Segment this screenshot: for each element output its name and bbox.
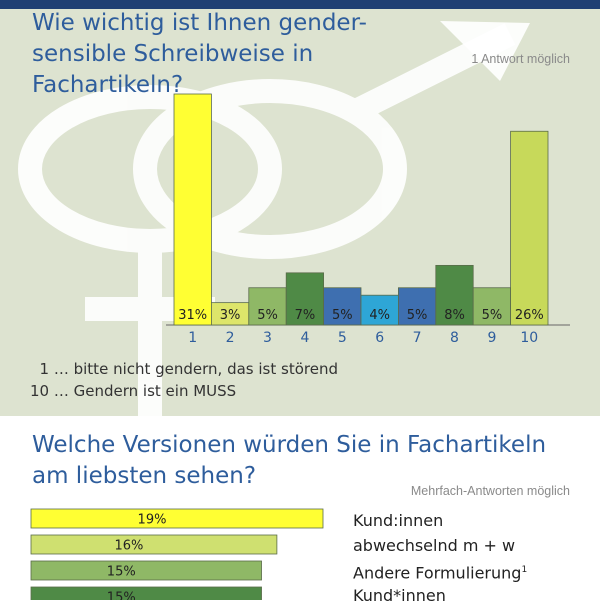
category-label-kund-innen-colon: Kund:innen [353, 511, 444, 530]
male-symbol-arrowhead [440, 21, 530, 81]
chart2-svg: 19% 16% 15% 15% [30, 508, 324, 601]
bar-value-label: 5% [332, 308, 353, 323]
hbar-4 [30, 586, 262, 600]
x-tick-label: 2 [226, 330, 235, 346]
x-tick-label: 6 [375, 330, 384, 346]
hbar-value-label: 19% [138, 513, 167, 528]
bar-value-label: 5% [482, 308, 503, 323]
bar-3 [248, 287, 287, 326]
bar-8 [435, 264, 474, 326]
bar-value-label: 5% [407, 308, 428, 323]
x-tick-label: 10 [520, 330, 538, 346]
bar-value-label: 3% [220, 308, 241, 323]
hbar-value-label: 15% [107, 565, 136, 580]
hbar-value-label: 15% [107, 591, 136, 601]
chart1-title: Wie wichtig ist Ihnen gender-sensible Sc… [32, 10, 367, 99]
x-tick-label: 3 [263, 330, 272, 346]
x-tick-label: 4 [300, 330, 309, 346]
chart2-title: Welche Versionen würden Sie in Fachartik… [32, 432, 547, 490]
x-tick-label: 9 [487, 330, 496, 346]
bar-10 [510, 130, 549, 326]
chart2-note: Mehrfach-Antworten möglich [410, 484, 570, 498]
chart1-scale-legend: 1 … bitte nicht gendern, das ist störend… [30, 358, 338, 402]
bar-value-label: 4% [369, 308, 390, 323]
footnote-marker: 1 [521, 565, 528, 575]
category-label-abwechselnd: abwechselnd m + w [353, 536, 516, 555]
hbar-3 [30, 560, 262, 581]
bar-4 [285, 272, 325, 326]
bar-value-label: 5% [257, 308, 278, 323]
bar-value-label: 31% [178, 308, 207, 323]
bar-6 [360, 294, 399, 326]
bar-value-label: 7% [295, 308, 316, 323]
x-tick-label: 7 [413, 330, 422, 346]
chart1-note: 1 Antwort möglich [471, 52, 570, 66]
bar-9 [472, 287, 512, 326]
x-tick-label: 8 [450, 330, 459, 346]
chart1-svg: 31% 1 3% 2 5% 3 7% 4 5% 5 4% 6 5% 7 8% 8 5% 9 26% 10 [166, 93, 570, 346]
top-bar [0, 0, 600, 9]
bar-5 [323, 287, 362, 326]
male-symbol-circle [133, 79, 407, 259]
bar-value-label: 8% [444, 308, 465, 323]
category-label-kund-innen-star: Kund*innen [353, 586, 446, 605]
bar-1 [173, 93, 212, 326]
chart2-bars: 19% 16% 15% 15% [30, 508, 324, 601]
x-tick-label: 5 [338, 330, 347, 346]
chart2-category-labels: Kund:innen abwechselnd m + w Andere Form… [353, 508, 527, 608]
hbar-2 [30, 534, 278, 555]
hbar-value-label: 16% [114, 539, 143, 554]
chart1-panel [0, 9, 600, 416]
category-label-andere-formulierung: Andere Formulierung1 [353, 563, 528, 583]
gender-symbols-watermark [18, 21, 530, 416]
x-tick-label: 1 [188, 330, 197, 346]
bar-value-label: 26% [515, 308, 544, 323]
scale-legend-1: 1 … bitte nicht gendern, das ist störend [30, 360, 338, 378]
chart1-bars: 31% 1 3% 2 5% 3 7% 4 5% 5 4% 6 5% 7 8% 8 5% 9 26% 10 [173, 93, 549, 346]
hbar-1 [30, 508, 324, 529]
scale-legend-10: 10 … Gendern ist ein MUSS [30, 382, 237, 400]
